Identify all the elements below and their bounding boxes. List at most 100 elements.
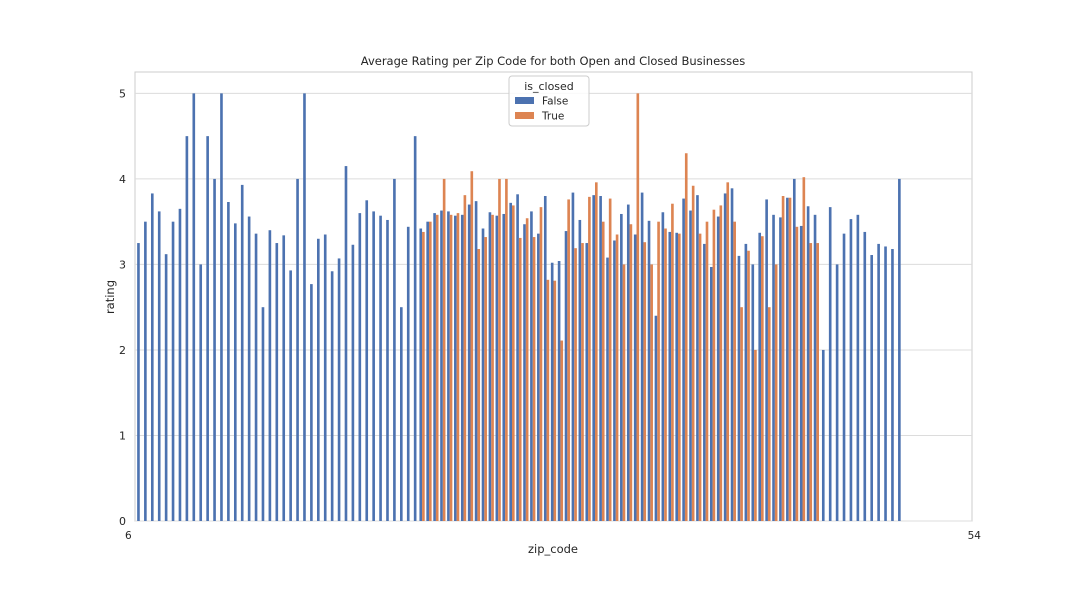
bar-open	[372, 211, 375, 521]
bar-open	[164, 254, 168, 522]
bar-closed	[615, 234, 619, 521]
bar-closed	[754, 349, 757, 521]
y-tick-label: 5	[119, 87, 126, 100]
bar-closed	[505, 178, 508, 521]
bar-open	[206, 136, 209, 521]
bar-open	[626, 204, 630, 521]
bar-closed	[629, 224, 633, 522]
bar-open	[758, 232, 762, 521]
bar-open	[806, 206, 810, 521]
bar-closed	[463, 195, 467, 521]
bar-open	[137, 243, 140, 522]
bar-open	[842, 233, 846, 521]
bar-closed	[470, 171, 474, 521]
bar-open	[884, 246, 887, 521]
bar-open	[303, 93, 306, 521]
bar-open	[413, 136, 417, 521]
bar-open	[247, 216, 251, 522]
bar-open	[323, 234, 327, 521]
bar-open	[799, 225, 803, 521]
bar-open	[772, 214, 775, 521]
bar-closed	[560, 340, 564, 521]
bar-open	[849, 219, 853, 521]
y-tick-label: 2	[119, 344, 126, 357]
bar-open	[233, 223, 237, 521]
bar-open	[737, 255, 741, 521]
bar-open	[537, 233, 540, 521]
bar-closed	[650, 264, 653, 521]
bar-open	[467, 204, 471, 521]
bar-open	[765, 199, 768, 521]
bar-open	[856, 214, 860, 521]
bar-closed	[705, 221, 709, 522]
bar-open	[488, 212, 492, 521]
bar-closed	[491, 214, 494, 521]
bar-open	[682, 198, 685, 521]
bar-open	[474, 201, 478, 521]
y-axis-label: rating	[103, 280, 117, 314]
bar-open	[199, 264, 203, 521]
legend-title: is_closed	[524, 80, 574, 93]
bar-open	[440, 210, 443, 522]
bar-closed	[795, 226, 799, 522]
bar-open	[289, 270, 292, 521]
bar-closed	[442, 178, 446, 521]
bar-open	[220, 93, 223, 521]
bar-open	[460, 214, 464, 521]
bar-open	[310, 284, 313, 521]
bar-closed	[456, 213, 460, 522]
bar-open	[891, 249, 894, 521]
bar-open	[454, 215, 457, 521]
bar-closed	[643, 242, 647, 521]
bar-open	[386, 219, 389, 521]
bar-open	[379, 215, 382, 521]
bar-closed	[595, 182, 598, 521]
y-tick-label: 4	[119, 173, 126, 186]
bar-closed	[532, 237, 536, 521]
bars-group	[137, 93, 901, 522]
bar-open	[723, 193, 727, 521]
bar-closed	[678, 233, 681, 521]
bar-open	[406, 226, 410, 522]
bar-closed	[788, 197, 792, 521]
bar-open	[523, 224, 526, 522]
bar-open	[330, 271, 334, 521]
bar-open	[730, 188, 734, 521]
bar-open	[213, 178, 216, 521]
bar-closed	[553, 280, 557, 521]
bar-open	[543, 196, 547, 521]
bar-closed	[671, 203, 674, 521]
bar-closed	[546, 279, 550, 521]
bar-open	[786, 197, 789, 521]
x-axis-label: zip_code	[528, 542, 578, 556]
x-axis-ticks: 6 54	[125, 530, 981, 542]
bar-closed	[726, 182, 730, 521]
bar-closed	[518, 237, 522, 522]
bar-open	[564, 231, 568, 521]
bar-closed	[740, 307, 743, 521]
bar-open	[358, 213, 362, 522]
y-axis-ticks: 0 1 2 3 4 5	[119, 87, 126, 528]
bar-open	[870, 255, 874, 521]
bar-open	[835, 264, 839, 521]
bar-closed	[747, 250, 750, 522]
bar-open	[185, 136, 189, 521]
bar-closed	[761, 236, 764, 521]
bar-open	[254, 233, 258, 521]
bar-closed	[588, 196, 591, 522]
bar-open	[282, 235, 286, 521]
bar-closed	[636, 93, 640, 521]
bar-closed	[802, 177, 806, 521]
bar-closed	[767, 307, 771, 521]
bar-open	[571, 192, 575, 521]
bar-open	[613, 240, 616, 522]
bar-closed	[774, 264, 778, 521]
bar-closed	[781, 196, 785, 521]
bar-open	[365, 200, 369, 522]
bar-open	[261, 307, 265, 521]
y-tick-label: 1	[119, 429, 126, 442]
bar-open	[171, 221, 175, 522]
bar-open	[744, 243, 748, 521]
bar-open	[863, 231, 867, 521]
